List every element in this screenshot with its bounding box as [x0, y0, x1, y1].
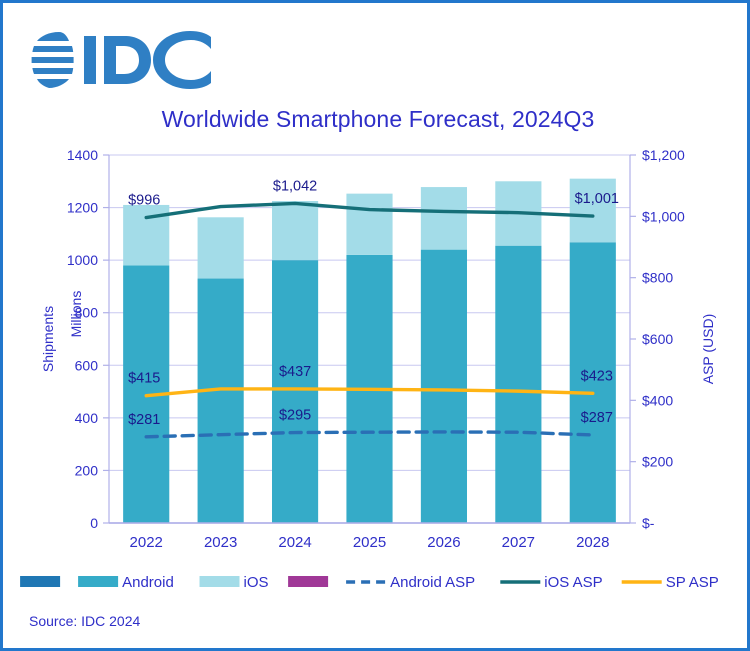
legend-swatch — [78, 576, 119, 587]
chart-legend: Android iOS Android ASP iOS ASP SP ASP — [20, 574, 719, 591]
legend-swatch — [199, 576, 240, 587]
legend-item[interactable]: Android — [78, 574, 174, 591]
bar-segment — [495, 245, 542, 523]
x-tick-label: 2026 — [427, 534, 460, 551]
legend-label: Android ASP — [390, 574, 475, 591]
x-tick-label: 2023 — [204, 534, 237, 551]
y-axis-title-shipments: Shipments — [40, 306, 56, 372]
data-label: $1,042 — [273, 178, 317, 194]
bar-segment — [271, 201, 319, 261]
x-tick-label: 2022 — [130, 534, 163, 551]
legend-swatch — [288, 576, 329, 587]
bar-segment — [346, 193, 393, 255]
y2-tick-label: $200 — [642, 454, 673, 470]
y2-tick-label: $400 — [642, 392, 673, 408]
legend-item[interactable]: iOS — [199, 574, 269, 591]
legend-item[interactable]: Android ASP — [346, 574, 475, 591]
legend-label: iOS — [244, 574, 269, 591]
y2-tick-label: $800 — [642, 270, 673, 286]
legend-item[interactable] — [20, 576, 61, 587]
y2-axis-title: ASP (USD) — [700, 314, 716, 385]
x-tick-label: 2027 — [502, 534, 535, 551]
source-note: Source: IDC 2024 — [29, 613, 141, 629]
data-label: $415 — [128, 371, 160, 387]
legend-label: Android — [122, 574, 174, 591]
line-series-sp-asp — [144, 387, 595, 398]
y2-tick-label: $1,200 — [642, 147, 685, 163]
y-tick-label: 200 — [75, 462, 99, 478]
bar-segment — [420, 249, 468, 523]
x-tick-label: 2024 — [278, 534, 311, 551]
y2-tick-label: $600 — [642, 331, 673, 347]
bar-series-group — [123, 178, 616, 524]
globe-icon — [31, 32, 74, 88]
y-axis-left: 0 200 400 600 800 1000 1200 1400 — [67, 147, 110, 531]
legend-item[interactable]: iOS ASP — [500, 574, 603, 591]
x-tick-label: 2028 — [576, 534, 609, 551]
data-label: $281 — [128, 412, 160, 428]
y-axis-title-millions: Millions — [68, 291, 84, 338]
data-labels: $281 $295 $287 $996 $1,042 $1,001 $415 $437 $423 — [128, 178, 619, 427]
y-tick-label: 400 — [75, 410, 99, 426]
line-series-ios-asp — [144, 201, 595, 220]
idc-logo — [29, 29, 219, 91]
legend-label: iOS ASP — [544, 574, 602, 591]
bar-segment — [271, 260, 319, 523]
y-tick-label: 1200 — [67, 200, 98, 216]
bar-segment — [569, 242, 616, 524]
data-label: $437 — [279, 364, 311, 380]
line-series-group — [144, 201, 595, 439]
y-tick-label: 600 — [75, 357, 99, 373]
idc-logo-svg — [31, 31, 211, 89]
y-axis-right: $- $200 $400 $600 $800 $1,000 $1,200 — [629, 147, 685, 531]
data-label: $996 — [128, 193, 160, 209]
bar-segment — [197, 278, 244, 523]
legend-swatch — [20, 576, 61, 587]
axis-titles: Shipments Millions ASP (USD) — [40, 291, 716, 385]
y2-tick-label: $- — [642, 515, 655, 531]
line-series-android-asp — [144, 430, 595, 439]
bar-segment — [420, 187, 468, 250]
chart-title: Worldwide Smartphone Forecast, 2024Q3 — [161, 106, 595, 132]
idc-wordmark — [84, 31, 211, 89]
chart-plot-area: 0 200 400 600 800 1000 1200 1400 $- $200 $400 $600… — [20, 147, 719, 591]
x-tick-label: 2025 — [353, 534, 386, 551]
bar-segment — [569, 178, 616, 243]
legend-item[interactable]: SP ASP — [621, 574, 719, 591]
legend-label: SP ASP — [666, 574, 719, 591]
legend-item[interactable] — [288, 576, 329, 587]
data-label: $423 — [581, 368, 613, 384]
y-tick-label: 0 — [90, 515, 98, 531]
y2-tick-label: $1,000 — [642, 208, 685, 224]
data-label: $1,001 — [575, 191, 619, 207]
y-tick-label: 1000 — [67, 252, 98, 268]
y-tick-label: 800 — [75, 305, 99, 321]
data-label: $295 — [279, 408, 311, 424]
data-label: $287 — [581, 410, 613, 426]
x-axis: 2022 2023 2024 2025 2026 2027 2028 — [109, 522, 630, 551]
y-tick-label: 1400 — [67, 147, 98, 163]
bar-segment — [197, 217, 244, 279]
